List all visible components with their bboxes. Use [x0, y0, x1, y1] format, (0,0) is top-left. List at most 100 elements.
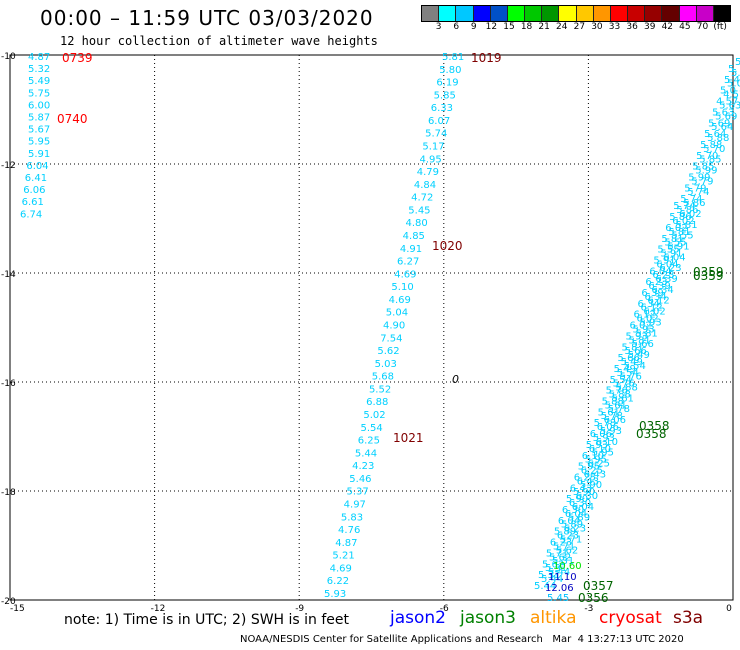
wave-height-value: 4.97 — [344, 500, 366, 511]
wave-height-value: 5.78 — [608, 404, 630, 415]
wave-height-value: 5.0 — [720, 86, 736, 97]
wave-height-value: 6.06 — [23, 185, 45, 196]
wave-height-value: 4.87 — [335, 538, 357, 549]
wave-height-value: 5.54 — [610, 375, 632, 386]
wave-height-value: 5.91 — [660, 248, 682, 259]
wave-height-value: 6.43 — [570, 483, 592, 494]
wave-height-value: 6.39 — [648, 281, 670, 292]
wave-height-value: 6.12 — [640, 303, 662, 314]
x-tick-label: -15 — [10, 604, 25, 614]
wave-height-value: 6.43 — [577, 476, 599, 487]
color-scale-swatch — [610, 6, 629, 21]
end-value-label: 10.60 — [553, 561, 582, 572]
color-scale-label: 36 — [626, 22, 638, 32]
wave-height-value: 5.88 — [602, 397, 624, 408]
wave-height-value: 6.23 — [550, 538, 572, 549]
wave-height-value: 6.02 — [629, 321, 651, 332]
pass-time-label: 0357 — [583, 579, 614, 593]
color-scale-swatch — [422, 6, 440, 21]
wave-height-value: 4.85 — [403, 231, 425, 242]
wave-height-value: 5.64 — [704, 129, 726, 140]
color-scale-swatch — [456, 6, 474, 21]
wave-height-value: 5.79 — [691, 176, 713, 187]
wave-height-value: 5.81 — [668, 227, 690, 238]
x-tick-label: 0 — [726, 604, 732, 614]
wave-height-value: 5.90 — [580, 480, 602, 491]
wave-height-value: 5.44 — [534, 581, 556, 592]
wave-height-value: 5.91 — [667, 241, 689, 252]
wave-height-value: 6.39 — [655, 274, 677, 285]
wave-height-value: 5.31 — [545, 563, 567, 574]
wave-height-value: 5.70 — [696, 151, 718, 162]
wave-height-value: 4.79 — [417, 167, 439, 178]
wave-height-value: 5.91 — [28, 149, 50, 160]
wave-height-value: 5.85 — [434, 90, 456, 101]
wave-height-value: 5.44 — [548, 567, 570, 578]
wave-height-value: 6.06 — [597, 422, 619, 433]
wave-height-value: 5.81 — [636, 328, 658, 339]
end-value-label: 11.10 — [548, 572, 577, 583]
color-scale-swatch — [628, 6, 646, 21]
wave-height-value: 5.54 — [617, 368, 639, 379]
satellite-legend-cryosat: cryosat — [599, 608, 662, 628]
pass-time-label: 1020 — [432, 239, 463, 253]
color-scale-label: 6 — [453, 22, 460, 32]
wave-height-value: 6.04 — [656, 259, 678, 270]
color-scale-labels: 3 6 9 12 15 18 21 24 27 30 33 36 39 42 45 70 (ft) — [421, 22, 729, 32]
wave-height-value: 5.66 — [625, 346, 647, 357]
wave-height-value: 5.90 — [573, 487, 595, 498]
wave-height-value: 5.71 — [546, 548, 568, 559]
wave-height-value: 4.95 — [420, 154, 442, 165]
wave-height-value: 6.12 — [647, 296, 669, 307]
wave-height-value: 5.76 — [606, 386, 628, 397]
wave-height-value: 4.69 — [394, 269, 416, 280]
wave-height-value: 6.25 — [581, 465, 603, 476]
wave-height-value: 5.90 — [566, 494, 588, 505]
color-scale-bar — [421, 5, 731, 22]
wave-height-value: 5.93 — [600, 426, 622, 437]
wave-height-value: 6.25 — [574, 472, 596, 483]
wave-height-value: 5.81 — [675, 220, 697, 231]
color-scale-swatch — [713, 6, 731, 21]
wave-height-value: 5.81 — [442, 52, 464, 63]
wave-height-value: 6.30 — [576, 491, 598, 502]
wave-height-value: 5.04 — [386, 308, 408, 319]
color-scale-swatch — [645, 6, 663, 21]
wave-height-value: 5.69 — [708, 118, 730, 129]
wave-height-value: 5.46 — [349, 474, 371, 485]
wave-height-value: 6.07 — [428, 116, 450, 127]
wave-height-value: 5.74 — [673, 201, 695, 212]
wave-height-value: 5.93 — [324, 589, 346, 600]
wave-height-value: 5.95 — [585, 455, 607, 466]
wave-height-value: 6.02 — [636, 314, 658, 325]
end-value-label: 5.45 — [547, 593, 569, 604]
wave-height-value: 5.21 — [332, 551, 354, 562]
track-marker: 0 — [452, 373, 459, 386]
wave-height-value: 5.17 — [422, 142, 444, 153]
color-scale-label: 21 — [538, 22, 550, 32]
wave-height-value: 5.74 — [680, 194, 702, 205]
wave-height-value: 6.23 — [652, 270, 674, 281]
x-tick-label: -6 — [440, 604, 449, 614]
wave-height-value: 7.54 — [380, 333, 402, 344]
wave-height-value: 5.64 — [711, 122, 733, 133]
wave-height-value: 6.23 — [557, 531, 579, 542]
wave-height-value: 4.69 — [389, 295, 411, 306]
wave-height-value: 6.41 — [25, 173, 47, 184]
color-scale-label: (ft) — [713, 22, 727, 32]
wave-height-value: 5.62 — [556, 545, 578, 556]
wave-height-value: 5.78 — [601, 411, 623, 422]
wave-height-value: 6.04 — [26, 161, 48, 172]
wave-height-value: 4.69 — [330, 563, 352, 574]
wave-height-value: 5.78 — [594, 418, 616, 429]
wave-height-value: 6.34 — [637, 299, 659, 310]
map-subtitle: 12 hour collection of altimeter wave hei… — [60, 34, 378, 48]
wave-height-value: 6.30 — [569, 498, 591, 509]
wave-height-value: 5.93 — [633, 324, 655, 335]
wave-height-value: 6.04 — [649, 266, 671, 277]
wave-height-value: 5.31 — [538, 570, 560, 581]
x-tick-label: -12 — [151, 604, 166, 614]
color-scale-swatch — [662, 6, 680, 21]
wave-height-value: 4.80 — [405, 218, 427, 229]
wave-height-value: 5.86 — [676, 205, 698, 216]
